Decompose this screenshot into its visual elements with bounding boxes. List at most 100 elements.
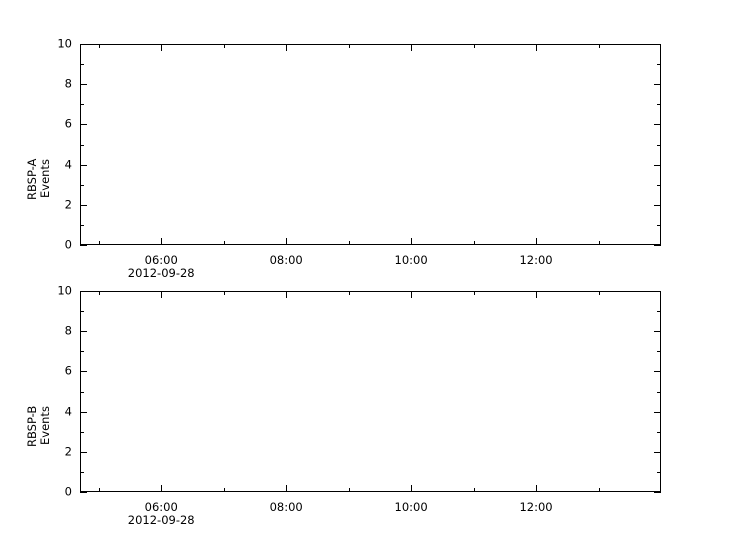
x-axis-tick xyxy=(411,291,412,298)
y-axis-tick xyxy=(654,205,661,206)
x-axis-tick xyxy=(224,291,225,295)
y-tick-label: 0 xyxy=(64,484,72,499)
y-axis-tick xyxy=(80,185,84,186)
y-axis-tick xyxy=(654,331,661,332)
y-axis-label-line-2: Events xyxy=(38,406,52,445)
x-tick-time: 10:00 xyxy=(394,253,428,267)
y-axis-label-line-2: Events xyxy=(38,159,52,198)
y-axis-tick xyxy=(654,44,661,45)
x-axis-tick xyxy=(411,238,412,245)
y-tick-label: 6 xyxy=(64,363,72,378)
x-axis-tick xyxy=(161,44,162,51)
y-axis-tick xyxy=(657,351,661,352)
y-tick-label: 0 xyxy=(64,237,72,252)
x-tick-time: 08:00 xyxy=(269,253,303,267)
x-axis-tick xyxy=(536,238,537,245)
y-tick-label: 10 xyxy=(57,283,72,298)
y-axis-tick xyxy=(657,392,661,393)
x-axis-tick xyxy=(99,488,100,492)
y-axis-tick xyxy=(654,165,661,166)
y-axis-tick xyxy=(80,104,84,105)
x-tick-label: 08:00 xyxy=(270,254,303,267)
y-axis-tick xyxy=(654,452,661,453)
y-axis-tick xyxy=(80,165,87,166)
x-axis-tick xyxy=(599,488,600,492)
x-axis-tick xyxy=(99,241,100,245)
y-axis-tick xyxy=(80,84,87,85)
y-axis-tick xyxy=(654,371,661,372)
y-axis-tick xyxy=(657,64,661,65)
x-axis-tick xyxy=(349,44,350,48)
x-axis-tick xyxy=(474,488,475,492)
y-axis-tick xyxy=(80,412,87,413)
x-axis-tick xyxy=(286,291,287,298)
x-axis-tick xyxy=(536,44,537,51)
plot-frame-rbsp-a xyxy=(80,44,661,245)
x-axis-tick xyxy=(161,485,162,492)
y-axis-tick xyxy=(80,145,84,146)
x-axis-tick xyxy=(411,485,412,492)
y-axis-tick xyxy=(657,432,661,433)
y-tick-label: 4 xyxy=(64,403,72,418)
y-axis-tick xyxy=(80,492,87,493)
x-axis-tick xyxy=(286,238,287,245)
x-axis-tick xyxy=(599,291,600,295)
y-tick-label: 10 xyxy=(57,36,72,51)
y-axis-tick xyxy=(654,291,661,292)
x-axis-tick xyxy=(349,291,350,295)
x-tick-label: 10:00 xyxy=(395,254,428,267)
y-axis-tick xyxy=(657,472,661,473)
y-axis-tick xyxy=(657,225,661,226)
x-tick-label: 08:00 xyxy=(270,501,303,514)
y-axis-tick xyxy=(80,64,84,65)
y-axis-tick xyxy=(654,124,661,125)
plot-panel-rbsp-b xyxy=(80,291,661,493)
y-axis-tick xyxy=(80,225,84,226)
y-axis-tick xyxy=(80,432,84,433)
x-axis-tick xyxy=(599,44,600,48)
y-axis-label-line-1: RBSP-B xyxy=(25,405,39,447)
y-axis-tick xyxy=(657,311,661,312)
x-tick-label: 06:00 2012-09-28 xyxy=(128,501,195,527)
plot-panel-rbsp-a xyxy=(80,44,661,246)
x-axis-tick xyxy=(474,241,475,245)
x-axis-tick xyxy=(536,291,537,298)
y-axis-tick xyxy=(654,492,661,493)
x-tick-label: 12:00 xyxy=(519,501,552,514)
y-axis-tick xyxy=(654,84,661,85)
x-axis-date-label: 2012-09-28 xyxy=(127,513,195,527)
x-axis-tick xyxy=(536,485,537,492)
y-axis-tick xyxy=(654,245,661,246)
y-tick-label: 8 xyxy=(64,76,72,91)
x-axis-tick xyxy=(224,44,225,48)
x-tick-time: 06:00 xyxy=(144,253,178,267)
y-axis-tick xyxy=(80,291,87,292)
x-tick-time: 08:00 xyxy=(269,500,303,514)
x-axis-tick xyxy=(99,291,100,295)
x-axis-tick xyxy=(161,291,162,298)
y-tick-label: 6 xyxy=(64,116,72,131)
x-axis-tick xyxy=(99,44,100,48)
y-tick-label: 2 xyxy=(64,197,72,212)
x-axis-date-label: 2012-09-28 xyxy=(127,266,195,280)
x-axis-tick xyxy=(411,44,412,51)
x-axis-tick xyxy=(474,291,475,295)
x-axis-tick xyxy=(474,44,475,48)
y-axis-tick xyxy=(657,104,661,105)
y-tick-label: 2 xyxy=(64,444,72,459)
x-axis-tick xyxy=(349,241,350,245)
x-tick-time: 12:00 xyxy=(519,253,553,267)
y-axis-tick xyxy=(80,351,84,352)
y-axis-tick xyxy=(80,311,84,312)
y-axis-tick xyxy=(80,472,84,473)
y-axis-tick xyxy=(80,392,84,393)
y-axis-tick xyxy=(80,205,87,206)
x-tick-label: 06:00 2012-09-28 xyxy=(128,254,195,280)
y-axis-tick xyxy=(80,124,87,125)
y-axis-tick xyxy=(657,145,661,146)
x-axis-tick xyxy=(161,238,162,245)
x-axis-tick xyxy=(286,485,287,492)
x-tick-time: 06:00 xyxy=(144,500,178,514)
y-axis-tick xyxy=(80,331,87,332)
